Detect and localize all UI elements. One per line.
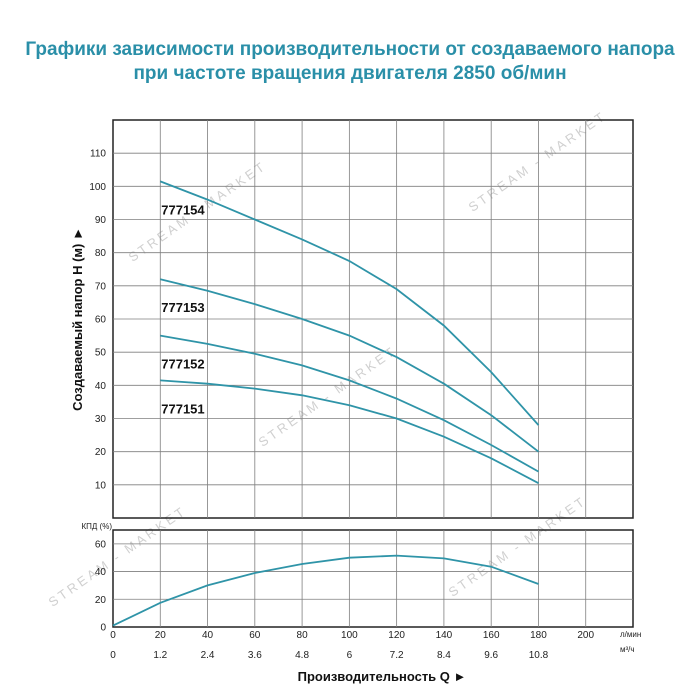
watermark-text: STREAM - MARKET	[466, 108, 610, 215]
x-tick-label-m3h: 7.2	[390, 650, 404, 661]
x-tick-label-m3h: 3.6	[248, 650, 262, 661]
head-y-tick-label: 80	[95, 248, 107, 259]
x-unit-lmin: л/мин	[620, 630, 641, 639]
head-y-tick-label: 10	[95, 480, 107, 491]
x-tick-label-lmin: 80	[297, 630, 309, 641]
efficiency-y-tick-label: 40	[95, 567, 107, 578]
x-unit-m3h: м³/ч	[620, 645, 635, 654]
efficiency-axis-title: КПД (%)	[82, 522, 113, 531]
x-tick-label-lmin: 140	[436, 630, 453, 641]
head-curve-777151	[160, 379, 539, 484]
x-axis-title: Производительность Q ►	[298, 669, 467, 684]
watermark-layer: STREAM - MARKET STREAM - MARKET STREAM - M…	[46, 108, 610, 610]
efficiency-y-tick-label: 20	[95, 595, 107, 606]
x-tick-label-m3h: 4.8	[295, 650, 309, 661]
head-y-tick-label: 100	[89, 182, 106, 193]
efficiency-y-tick-label: 60	[95, 539, 107, 550]
x-tick-label-lmin: 160	[483, 630, 500, 641]
curve-label-777152: 777152	[161, 357, 204, 372]
x-tick-label-lmin: 180	[530, 630, 547, 641]
efficiency-chart: 0 20 40 60 КПД (%)	[82, 522, 634, 634]
head-y-tick-label: 30	[95, 414, 107, 425]
x-tick-label-m3h: 6	[347, 650, 353, 661]
x-tick-label-lmin: 120	[388, 630, 405, 641]
x-tick-label-m3h: 10.8	[529, 650, 549, 661]
x-tick-label-lmin: 100	[341, 630, 358, 641]
head-chart: 10 20 30 40 50 60 70 80 90 100 110 777154 777153 7771…	[70, 119, 634, 519]
x-tick-label-m3h: 2.4	[201, 650, 215, 661]
x-tick-label-lmin: 40	[202, 630, 214, 641]
curve-label-777154: 777154	[161, 202, 205, 217]
head-y-tick-label: 60	[95, 315, 107, 326]
x-tick-label-m3h: 1.2	[153, 650, 167, 661]
curve-label-777153: 777153	[161, 300, 204, 315]
efficiency-plot-frame	[112, 529, 634, 628]
head-y-tick-label: 20	[95, 447, 107, 458]
x-tick-label-m3h: 8.4	[437, 650, 451, 661]
watermark-text: STREAM - MARKET	[446, 493, 590, 600]
head-y-axis-title: Создаваемый напор H (м) ►	[70, 227, 85, 411]
head-curve-777152	[160, 334, 539, 473]
efficiency-curve	[112, 554, 539, 627]
curve-label-777151: 777151	[161, 401, 204, 416]
x-tick-label-lmin: 20	[155, 630, 167, 641]
efficiency-y-tick-label: 0	[100, 623, 106, 634]
head-curve-777154	[159, 180, 540, 426]
head-y-tick-label: 70	[95, 281, 107, 292]
head-y-tick-label: 50	[95, 348, 107, 359]
x-tick-label-lmin: 60	[249, 630, 261, 641]
x-tick-label-lmin: 200	[577, 630, 594, 641]
x-axis: 0 20 40 60 80 100 120 140 160 180 200 л/мин 0 1.2 2.4 3…	[110, 630, 641, 684]
head-y-tick-label: 40	[95, 381, 107, 392]
watermark-text: STREAM - MARKET	[46, 503, 190, 610]
head-y-tick-label: 90	[95, 215, 107, 226]
x-tick-label-m3h: 0	[110, 650, 116, 661]
title-line-1: Графики зависимости производительности о…	[25, 39, 675, 60]
chart-title: Графики зависимости производительности о…	[0, 38, 700, 86]
head-curve-777153	[160, 278, 540, 453]
x-tick-label-m3h: 9.6	[484, 650, 498, 661]
x-tick-label-lmin: 0	[110, 630, 116, 641]
title-line-2: при частоте вращения двигателя 2850 об/м…	[133, 63, 567, 84]
head-y-tick-label: 110	[90, 149, 106, 160]
